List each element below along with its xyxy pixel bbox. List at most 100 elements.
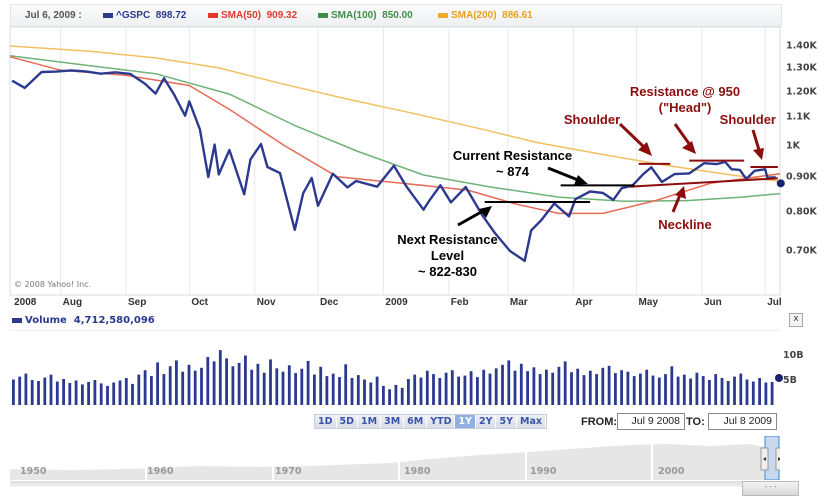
volume-bar (313, 374, 316, 405)
navigator-area (10, 435, 784, 481)
volume-bar (200, 367, 203, 405)
volume-bar (124, 378, 128, 405)
volume-last-marker (775, 374, 783, 382)
volume-bar (450, 370, 454, 405)
volume-bar (388, 389, 391, 405)
decade-label: 2000 (658, 466, 685, 477)
volume-bar (250, 369, 254, 405)
x-tick-label: Mar (509, 297, 528, 308)
y-tick-label: 1.1K (786, 111, 811, 123)
volume-bar (726, 381, 730, 405)
range-button-6m[interactable]: 6M (404, 415, 428, 428)
range-button-2y[interactable]: 2Y (475, 415, 497, 428)
volume-bar (306, 360, 310, 405)
volume-bar (476, 377, 479, 405)
annotation-shoulder-right: Shoulder (719, 112, 776, 127)
series-line-sma50 (9, 56, 781, 215)
volume-bar (758, 378, 761, 405)
navigator-scroll-thumb[interactable]: - - - (742, 481, 799, 496)
volume-bar (137, 374, 141, 405)
volume-bar (745, 379, 749, 405)
volume-bar (501, 364, 504, 405)
volume-bar (49, 374, 53, 405)
volume-bar (325, 376, 329, 405)
volume-bar (751, 381, 755, 405)
volume-bar (632, 376, 636, 405)
range-button-1m[interactable]: 1M (358, 415, 382, 428)
range-button-max[interactable]: Max (516, 415, 546, 428)
close-volume-button[interactable]: x (789, 313, 803, 327)
volume-bar (400, 387, 404, 405)
range-button-1y[interactable]: 1Y (455, 415, 476, 428)
range-button-ytd[interactable]: YTD (427, 415, 456, 428)
volume-chart[interactable] (0, 330, 828, 410)
annotation-shoulder-left: Shoulder (563, 112, 621, 127)
series-line-gspc (11, 69, 776, 263)
volume-bar (689, 378, 692, 405)
y-tick-label: 0.90K (786, 171, 817, 183)
from-label: FROM: (581, 416, 618, 428)
volume-bar (55, 381, 59, 405)
volume-bar (438, 378, 442, 405)
volume-bar (519, 363, 523, 405)
volume-bar (463, 375, 467, 405)
annotation-line (630, 177, 778, 188)
price-chart[interactable] (0, 0, 828, 310)
arrow-shoulder-left (618, 122, 652, 156)
volume-bar (457, 376, 460, 405)
volume-bar (507, 360, 511, 405)
volume-bar (156, 362, 159, 405)
copyright-text: © 2008 Yahoo! Inc. (14, 280, 92, 289)
volume-bar (382, 385, 385, 405)
navigator-scrollbar[interactable] (10, 481, 780, 487)
range-button-1d[interactable]: 1D (315, 415, 337, 428)
volume-bar (18, 376, 22, 405)
x-tick-label: 2008 (14, 297, 37, 308)
volume-bar (99, 383, 103, 405)
volume-bar (714, 374, 718, 405)
volume-bar (469, 371, 473, 405)
volume-bar (37, 381, 40, 405)
volume-legend: Volume 4,712,580,096 (12, 315, 155, 326)
volume-bar (695, 372, 699, 405)
volume-bar (676, 376, 680, 405)
volume-bar (582, 375, 586, 405)
volume-bar (244, 355, 247, 405)
arrow-shoulder-right (751, 129, 764, 160)
volume-bar (538, 374, 542, 405)
volume-bar (363, 379, 366, 405)
volume-bar (344, 364, 348, 405)
volume-bar (545, 369, 548, 405)
volume-bar (620, 370, 623, 405)
to-date-input[interactable]: Jul 8 2009 (708, 413, 777, 430)
legend-sma100: SMA(100) 850.00 (318, 5, 413, 26)
range-button-5y[interactable]: 5Y (496, 415, 517, 428)
volume-bar (168, 366, 172, 405)
volume-bar (112, 382, 116, 405)
volume-bar (143, 370, 147, 405)
timeline-navigator[interactable] (10, 435, 784, 481)
y-tick-label: 1.20K (786, 86, 817, 98)
volume-bar (131, 383, 134, 405)
volume-bar (482, 369, 486, 405)
volume-bar (557, 366, 561, 405)
volume-bar (338, 377, 341, 405)
legend-gspc: ^GSPC 898.72 (103, 5, 186, 26)
volume-bar (413, 374, 417, 405)
range-button-5d[interactable]: 5D (336, 415, 358, 428)
volume-bar (287, 365, 291, 405)
volume-bar (639, 373, 642, 405)
legend-sma50: SMA(50) 909.32 (208, 5, 297, 26)
series-line-sma200 (9, 45, 781, 183)
range-button-3m[interactable]: 3M (381, 415, 405, 428)
volume-bar (526, 371, 529, 405)
from-date-input[interactable]: Jul 9 2008 (617, 413, 685, 430)
y-tick-label: 1K (786, 140, 800, 151)
volume-bar (262, 372, 266, 405)
arrow-current-resistance (547, 166, 588, 185)
volume-bar (43, 377, 47, 405)
volume-bar (74, 380, 78, 405)
arrow-next-resistance (457, 206, 492, 227)
volume-bar (350, 378, 354, 405)
annotation-head: Resistance @ 950 ("Head") (629, 84, 741, 115)
